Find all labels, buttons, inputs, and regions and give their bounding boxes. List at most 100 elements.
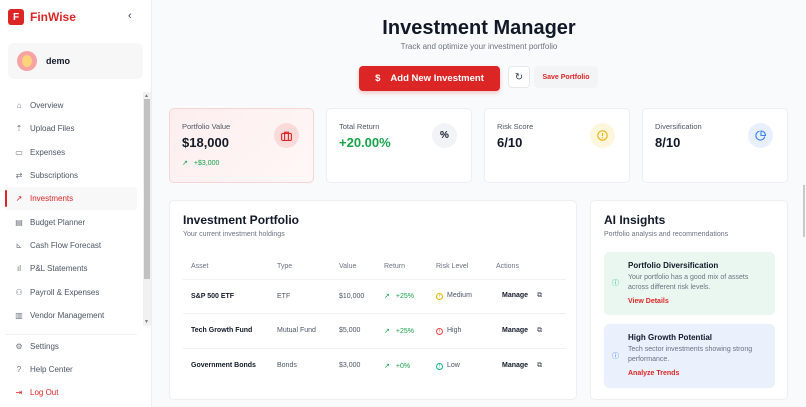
stat-value: +20.00%: [339, 135, 391, 150]
sidebar-item-subscriptions[interactable]: ⇄ Subscriptions: [5, 164, 137, 187]
brand[interactable]: F FinWise: [8, 9, 76, 25]
save-portfolio-button[interactable]: Save Portfolio: [534, 66, 598, 88]
info-circle-icon: ⓘ: [612, 353, 619, 360]
page-title: Investment Manager: [382, 17, 576, 39]
cell-asset: Tech Growth Fund: [183, 313, 269, 349]
sidebar-item-label: Settings: [30, 342, 59, 351]
table-header-row: Asset Type Value Return Risk Level Actio…: [183, 255, 566, 280]
insight-title: Portfolio Diversification: [628, 261, 719, 270]
alert-circle-icon: !: [436, 293, 443, 301]
line-chart-icon: ⊾: [15, 240, 23, 250]
insight-card-diversification: ⓘ Portfolio Diversification Your portfol…: [604, 252, 775, 315]
sidebar-item-label: Vendor Management: [30, 310, 105, 320]
stat-label: Risk Score: [497, 122, 534, 131]
sidebar-item-label: Upload Files: [30, 124, 75, 134]
sidebar: F FinWise ‹ demo ⌂ Overview ⇡ Upload Files…: [0, 0, 152, 407]
insight-body: Tech sector investments showing strong p…: [628, 346, 753, 363]
upload-icon: ⇡: [15, 124, 23, 134]
gear-icon: ⚙: [15, 342, 23, 351]
trending-up-icon: ↗: [384, 293, 390, 301]
sidebar-bottom-nav: ⚙ Settings ? Help Center ⇥ Log Out: [5, 334, 137, 404]
view-details-link[interactable]: View Details: [628, 298, 669, 305]
scroll-up-arrow-icon[interactable]: ▲: [144, 93, 149, 99]
panel-subtitle: Your current investment holdings: [183, 231, 285, 238]
scrollbar-thumb[interactable]: [803, 185, 805, 237]
stat-card-risk-score: Risk Score 6/10: [484, 108, 630, 183]
cell-type: Mutual Fund: [269, 313, 331, 349]
scroll-down-arrow-icon[interactable]: ▼: [144, 319, 149, 325]
sidebar-item-label: Payroll & Expenses: [30, 287, 100, 297]
info-circle-icon: ⓘ: [612, 280, 619, 287]
briefcase-icon: [274, 123, 299, 148]
table-row: Tech Growth Fund Mutual Fund $5,000 ↗ +25…: [183, 313, 566, 349]
external-link-icon[interactable]: ⧉: [537, 326, 543, 334]
scrollbar-thumb[interactable]: [144, 99, 150, 279]
page-scrollbar[interactable]: [802, 185, 806, 407]
avatar: [17, 51, 37, 71]
sidebar-item-log-out[interactable]: ⇥ Log Out: [5, 381, 137, 404]
sidebar-item-help-center[interactable]: ? Help Center: [5, 358, 137, 381]
stat-label: Total Return: [339, 122, 380, 131]
sidebar-item-vendor-management[interactable]: ▥ Vendor Management: [5, 304, 137, 326]
table-row: Government Bonds Bonds $3,000 ↗ +0% ! Low …: [183, 348, 566, 383]
sidebar-item-expenses[interactable]: ▭ Expenses: [5, 141, 137, 164]
manage-button[interactable]: Manage: [502, 361, 529, 369]
column-header-type[interactable]: Type: [269, 255, 331, 280]
column-header-asset[interactable]: Asset: [183, 255, 269, 280]
sidebar-item-label: Subscriptions: [30, 171, 79, 181]
column-header-return[interactable]: Return: [376, 255, 428, 280]
cell-value: $10,000: [331, 279, 376, 314]
add-investment-button[interactable]: $ Add New Investment: [359, 66, 500, 91]
add-investment-label: Add New Investment: [390, 73, 484, 84]
stat-label: Portfolio Value: [182, 122, 231, 131]
cell-value: $5,000: [331, 313, 376, 349]
panel-title: Investment Portfolio: [183, 213, 300, 227]
cell-return: ↗ +25%: [376, 313, 428, 349]
stat-card-total-return: Total Return +20.00% %: [326, 108, 472, 183]
sidebar-item-settings[interactable]: ⚙ Settings: [5, 335, 137, 358]
user-name: demo: [46, 56, 71, 66]
repeat-icon: ⇄: [15, 171, 23, 181]
column-header-risk-level[interactable]: Risk Level: [428, 255, 488, 280]
stat-value: 8/10: [655, 135, 681, 150]
insight-title: High Growth Potential: [628, 333, 712, 342]
panel-title: AI Insights: [604, 213, 666, 227]
sidebar-item-budget-planner[interactable]: ▤ Budget Planner: [5, 210, 137, 233]
stat-card-portfolio-value: Portfolio Value $18,000 ↗ +$3,000: [169, 108, 314, 183]
stat-label: Diversification: [655, 122, 702, 131]
collapse-sidebar-chevron-icon[interactable]: ‹: [128, 10, 132, 22]
cell-value: $3,000: [339, 362, 361, 369]
panel-subtitle: Portfolio analysis and recommendations: [604, 231, 729, 238]
analyze-trends-link[interactable]: Analyze Trends: [628, 370, 680, 377]
trending-up-icon: ↗: [384, 327, 390, 335]
external-link-icon[interactable]: ⧉: [537, 292, 543, 300]
building-icon: ▥: [15, 310, 23, 320]
brand-logo-icon: F: [8, 9, 24, 25]
cell-risk: ! Medium: [428, 279, 488, 314]
external-link-icon[interactable]: ⧉: [537, 361, 543, 369]
manage-button[interactable]: Manage: [502, 292, 529, 300]
sidebar-item-investments[interactable]: ↗ Investments: [5, 187, 137, 211]
cell-actions: Manage ⧉: [488, 348, 566, 383]
sidebar-item-cash-flow-forecast[interactable]: ⊾ Cash Flow Forecast: [5, 234, 137, 257]
refresh-button[interactable]: ↻: [508, 66, 530, 88]
trending-up-icon: ↗: [15, 194, 23, 204]
investment-portfolio-panel: Investment Portfolio Your current invest…: [169, 200, 577, 400]
user-card[interactable]: demo: [8, 43, 143, 79]
insight-card-high-growth: ⓘ High Growth Potential Tech sector inve…: [604, 324, 775, 388]
sidebar-item-payroll-expenses[interactable]: ⚇ Payroll & Expenses: [5, 280, 137, 303]
sidebar-item-overview[interactable]: ⌂ Overview: [5, 94, 137, 117]
dollar-icon: $: [375, 73, 381, 84]
alert-circle-icon: !: [436, 362, 443, 370]
sidebar-item-label: Expenses: [30, 147, 66, 157]
manage-button[interactable]: Manage: [502, 326, 529, 334]
cell-return: ↗ +0%: [384, 362, 411, 370]
sidebar-scrollbar[interactable]: ▲ ▼: [143, 92, 151, 326]
column-header-value[interactable]: Value: [331, 255, 376, 280]
sidebar-item-upload-files[interactable]: ⇡ Upload Files: [5, 117, 137, 140]
sidebar-item-pl-statements[interactable]: ıl P&L Statements: [5, 257, 137, 280]
trending-up-icon: ↗: [384, 362, 390, 370]
cell-type: ETF: [269, 279, 331, 314]
cell-actions: Manage ⧉: [488, 279, 566, 314]
stat-value: 6/10: [497, 135, 523, 150]
